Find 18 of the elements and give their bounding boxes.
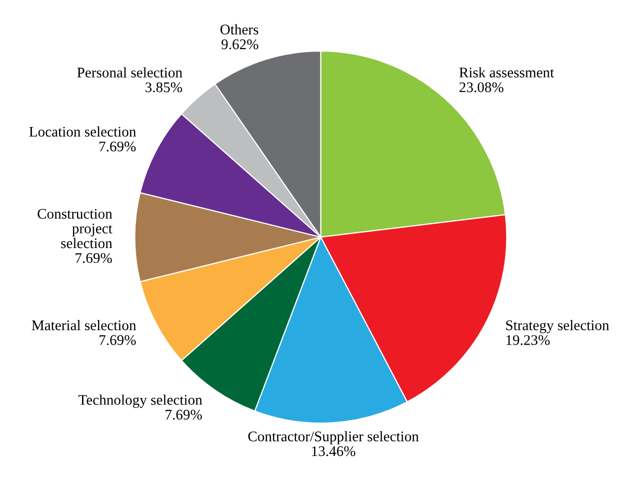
slice-label: Location selection xyxy=(29,126,136,137)
slice-label: Construction project selection xyxy=(38,208,112,248)
data-label: 9.62% xyxy=(222,39,258,50)
data-label: 7.69% xyxy=(166,410,202,420)
data-label: 23.08% xyxy=(460,82,504,92)
slice-label: Others xyxy=(220,24,258,34)
slice-label: Personal selection xyxy=(77,67,182,78)
slice-label: Strategy selection xyxy=(506,320,610,334)
data-label: 19.23% xyxy=(506,335,550,346)
slice-label: Technology selection xyxy=(78,394,202,408)
data-label: 7.69% xyxy=(100,335,136,346)
data-label: 13.46% xyxy=(312,446,356,456)
data-label: 7.69% xyxy=(76,253,112,263)
data-label: 7.69% xyxy=(100,142,136,152)
slice-label: Material selection xyxy=(32,320,136,330)
data-label: 3.85% xyxy=(146,82,182,92)
slice-label: Risk assessment xyxy=(459,67,554,78)
slice-label: Contractor/Supplier selection xyxy=(248,431,419,444)
